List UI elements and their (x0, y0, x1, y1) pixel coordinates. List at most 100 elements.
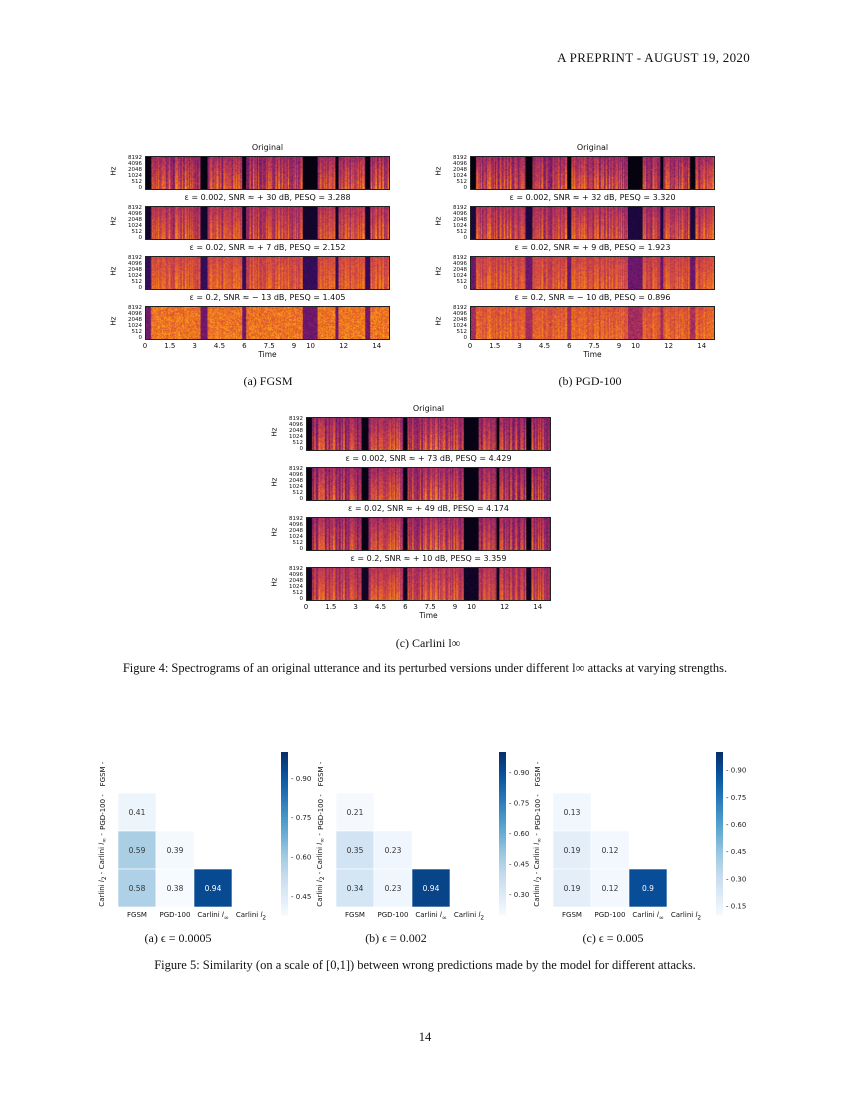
heatmap-cell (117, 792, 157, 832)
x-tick-label: 6 (242, 342, 247, 350)
colorbar-segment (716, 752, 723, 756)
colorbar-segment (716, 879, 723, 883)
x-tick-label: FGSM (127, 911, 147, 919)
colorbar-segment (716, 760, 723, 764)
colorbar-tick-label: - 0.60 (291, 854, 311, 862)
x-tick-label: FGSM (562, 911, 582, 919)
colorbar-segment (281, 906, 288, 911)
y-tick-label: 8192 (128, 255, 142, 261)
colorbar-segment (716, 795, 723, 799)
y-tick-label: 1024 (289, 584, 303, 590)
colorbar-segment (281, 773, 288, 777)
cell-value-label: 0.34 (347, 884, 364, 893)
colorbar-segment (716, 849, 723, 854)
y-tick-label: 8192 (289, 516, 303, 522)
colorbar-segment (716, 882, 723, 886)
colorbar-segment (716, 871, 723, 875)
y-tick-label: 4096 (453, 261, 467, 267)
colorbar-segment (499, 809, 506, 813)
colorbar-tick-label: - 0.45 (509, 861, 529, 869)
cell-value-label: 0.12 (602, 884, 619, 893)
x-tick-label: 10 (631, 342, 640, 350)
y-tick-label: 8192 (128, 155, 142, 161)
colorbar-segment (281, 838, 288, 843)
y-tick-label: 1024 (128, 223, 142, 229)
y-tick-label: 8192 (453, 155, 467, 161)
colorbar-segment (281, 909, 288, 913)
x-tick-label: 4.5 (213, 342, 226, 350)
colorbar-segment (281, 779, 288, 783)
colorbar-segment (716, 876, 723, 881)
colorbar-segment (499, 800, 506, 805)
colorbar-segment (716, 787, 723, 791)
colorbar-segment (716, 784, 723, 788)
y-tick-label: 512 (131, 329, 143, 335)
x-tick-label: 14 (372, 342, 382, 350)
colorbar-segment (716, 811, 723, 815)
spectrogram-panel (470, 256, 715, 290)
colorbar-segment (499, 822, 506, 826)
x-tick-label: 9 (616, 342, 622, 350)
heatmap-cell (552, 830, 592, 870)
colorbar-tick-label: - 0.75 (291, 814, 311, 822)
colorbar-segment (716, 806, 723, 810)
colorbar-segment (281, 795, 288, 799)
colorbar-segment (499, 857, 506, 862)
y-tick-label: 4096 (289, 472, 303, 478)
colorbar-tick-label: - 0.60 (509, 830, 529, 838)
colorbar-segment (281, 798, 288, 802)
panel-title: ε = 0.2, SNR ≈ − 13 dB, PESQ = 1.405 (189, 293, 346, 302)
y-tick-label: 512 (456, 229, 468, 235)
y-tick-label: 8192 (128, 205, 142, 211)
colorbar-segment (499, 768, 506, 772)
x-tick-label: Carlini l∞ (415, 911, 447, 922)
x-tick-label: Carlini l2 (235, 911, 267, 922)
y-tick-label: 0 (299, 546, 304, 552)
colorbar-segment (499, 890, 506, 894)
panel-title: ε = 0.002, SNR ≈ + 73 dB, PESQ = 4.429 (345, 454, 512, 463)
subfigure-caption: (c) ϵ = 0.005 (582, 931, 644, 945)
colorbar-tick-label: - 0.90 (291, 775, 311, 783)
colorbar-segment (716, 885, 723, 889)
y-tick-label: 512 (131, 179, 143, 185)
heatmap-cell (590, 868, 630, 908)
x-tick-label: PGD-100 (159, 911, 191, 919)
colorbar-segment (281, 893, 288, 897)
colorbar-tick-label: - 0.30 (726, 875, 746, 883)
colorbar-segment (716, 781, 723, 786)
colorbar-segment (499, 817, 506, 821)
colorbar-segment (499, 830, 506, 834)
colorbar-segment (281, 855, 288, 859)
colorbar-segment (281, 800, 288, 805)
y-tick-label: 2048 (128, 217, 142, 223)
colorbar-segment (716, 852, 723, 856)
panel-title: ε = 0.2, SNR ≈ + 10 dB, PESQ = 3.359 (350, 554, 507, 563)
y-tick-label: 2048 (128, 267, 142, 273)
colorbar-segment (281, 885, 288, 889)
spectrogram-panel (470, 206, 715, 240)
x-tick-label: 4.5 (374, 603, 387, 611)
colorbar-segment (281, 863, 288, 867)
x-tick-label: 7.5 (588, 342, 600, 350)
colorbar-segment (499, 882, 506, 886)
colorbar-segment (281, 876, 288, 881)
colorbar-segment (281, 803, 288, 807)
colorbar-segment (499, 771, 506, 775)
cell-value-label: 0.94 (423, 884, 440, 893)
colorbar-segment (281, 752, 288, 756)
colorbar-segment (499, 849, 506, 854)
colorbar-tick-label: - 0.75 (509, 799, 529, 807)
colorbar-segment (281, 860, 288, 864)
colorbar-segment (281, 765, 288, 769)
colorbar-segment (716, 901, 723, 905)
colorbar-segment (716, 898, 723, 902)
y-tick-label: 2048 (289, 528, 303, 534)
colorbar-segment (716, 798, 723, 802)
colorbar-segment (499, 893, 506, 897)
colorbar-segment (281, 768, 288, 772)
x-axis-label: Time (583, 350, 602, 359)
subfigure-caption: (b) ϵ = 0.002 (365, 931, 427, 945)
x-tick-label: 9 (291, 342, 297, 350)
cell-value-label: 0.21 (347, 808, 364, 817)
